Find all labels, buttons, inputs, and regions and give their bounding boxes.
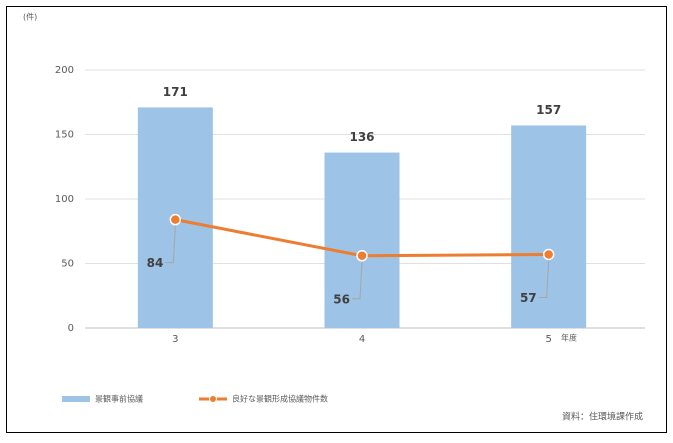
line-value-label: 56	[333, 292, 350, 306]
bar-value-label: 171	[163, 85, 188, 99]
leader-line	[165, 225, 176, 264]
y-tick-label: 200	[55, 65, 74, 76]
x-tick-label: 3	[172, 334, 178, 345]
legend-swatch	[62, 396, 90, 402]
bar	[324, 152, 400, 328]
line-point	[542, 248, 555, 261]
bar-value-label: 157	[536, 103, 561, 117]
line-value-label: 57	[520, 291, 537, 305]
y-tick-label: 100	[55, 194, 74, 205]
y-tick-label: 150	[55, 130, 74, 141]
x-tick-label: 5	[545, 334, 551, 345]
source-note: 資料：住環境課作成	[562, 411, 643, 423]
bar	[511, 125, 587, 328]
leader-line	[538, 260, 550, 298]
line-value-label: 84	[147, 256, 164, 270]
legend-label: 良好な景観形成協議物件数	[232, 394, 328, 404]
legend-marker	[209, 395, 217, 403]
y-tick-label: 50	[61, 259, 74, 270]
x-unit: 年度	[561, 333, 577, 343]
leader-line	[352, 261, 363, 300]
line-point	[356, 250, 368, 262]
bar-value-label: 136	[349, 130, 374, 144]
x-tick-label: 4	[359, 334, 365, 345]
legend-label: 景観事前協議	[95, 394, 143, 404]
y-tick-label: 0	[68, 323, 74, 334]
line-point	[169, 213, 182, 226]
y-unit: (件)	[23, 12, 37, 22]
